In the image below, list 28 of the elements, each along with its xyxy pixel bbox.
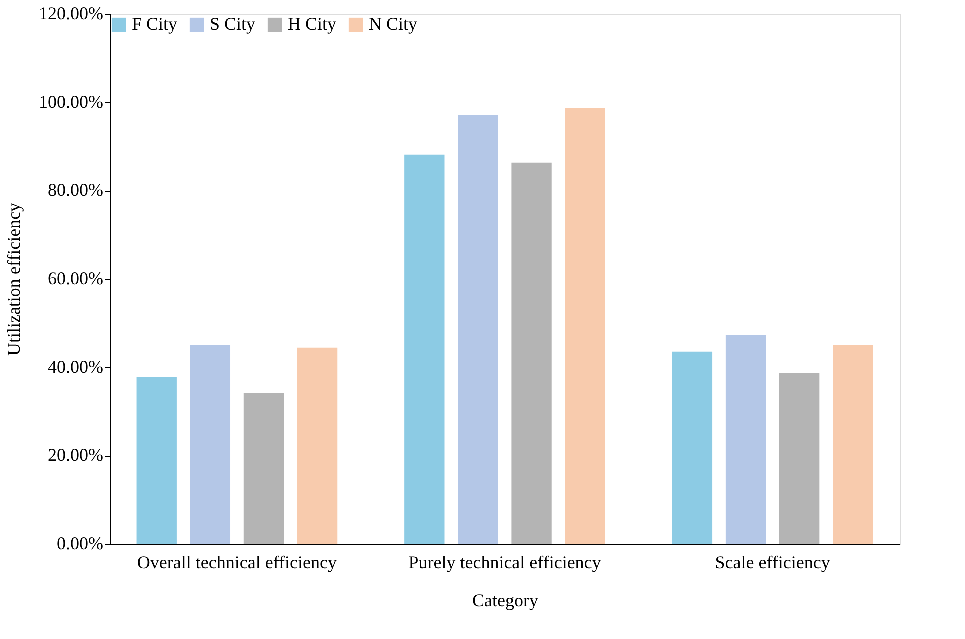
y-tick-label: 60.00% bbox=[48, 268, 104, 288]
bar bbox=[672, 352, 713, 544]
bar bbox=[136, 377, 177, 544]
legend-label: N City bbox=[369, 14, 418, 34]
bar bbox=[565, 108, 606, 544]
y-tick-label: 0.00% bbox=[57, 534, 104, 554]
bar bbox=[726, 335, 766, 544]
legend-label: S City bbox=[210, 14, 256, 34]
bar bbox=[244, 392, 284, 544]
bar bbox=[404, 154, 445, 544]
y-tick-label: 100.00% bbox=[39, 92, 104, 112]
bar bbox=[833, 345, 874, 544]
legend-label: F City bbox=[132, 14, 178, 34]
legend-label: H City bbox=[288, 14, 337, 34]
y-tick-label: 40.00% bbox=[48, 356, 104, 377]
y-tick-label: 80.00% bbox=[48, 180, 104, 200]
y-tick-label: 120.00% bbox=[39, 4, 104, 24]
bar bbox=[190, 345, 231, 544]
x-tick-label: Purely technical efficiency bbox=[408, 552, 602, 572]
bar bbox=[297, 348, 338, 544]
bar bbox=[779, 373, 820, 544]
x-tick-label: Scale efficiency bbox=[715, 552, 830, 572]
x-tick-label: Overall technical efficiency bbox=[137, 552, 337, 572]
bar bbox=[458, 115, 498, 544]
y-axis-title: Utilization efficiency bbox=[4, 202, 24, 356]
x-axis-title: Category bbox=[472, 590, 538, 610]
bar bbox=[512, 162, 552, 544]
y-tick-label: 20.00% bbox=[48, 445, 104, 466]
